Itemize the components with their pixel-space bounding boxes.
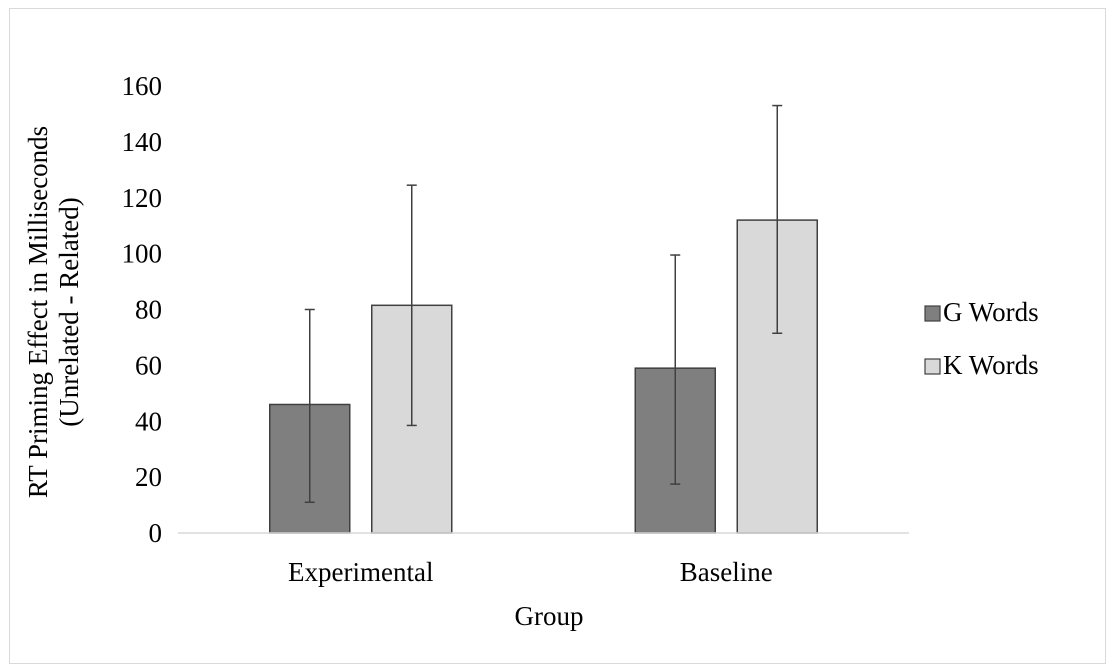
- legend-swatch: [924, 305, 941, 322]
- legend-swatch: [924, 358, 941, 375]
- y-tick-label: 160: [122, 71, 163, 101]
- y-tick-labels: 0 20 40 60 80 100 120 140 160: [122, 71, 163, 548]
- x-tick-label: Experimental: [288, 557, 433, 587]
- y-tick-label: 100: [122, 239, 163, 269]
- y-tick-label: 120: [122, 183, 163, 213]
- y-tick-label: 20: [135, 462, 162, 492]
- legend: G Words K Words: [924, 297, 1039, 380]
- error-bars: [304, 104, 783, 504]
- x-tick-labels: Experimental Baseline: [288, 557, 773, 587]
- legend-label: G Words: [943, 297, 1039, 327]
- y-tick-label: 40: [135, 406, 162, 436]
- y-tick-label: 80: [135, 295, 162, 325]
- y-tick-label: 0: [149, 518, 163, 548]
- legend-label: K Words: [943, 350, 1039, 380]
- chart-frame: [9, 8, 1106, 664]
- x-axis-label: Group: [515, 601, 584, 631]
- bars: [269, 219, 818, 534]
- y-axis-label-line1: RT Priming Effect in Milliseconds: [23, 126, 53, 498]
- x-tick-label: Baseline: [680, 557, 773, 587]
- y-axis-label-group: RT Priming Effect in Milliseconds (Unrel…: [23, 126, 84, 498]
- y-tick-label: 60: [135, 350, 162, 380]
- y-axis-label-line2: (Unrelated - Related): [54, 197, 84, 426]
- y-tick-label: 140: [122, 127, 163, 157]
